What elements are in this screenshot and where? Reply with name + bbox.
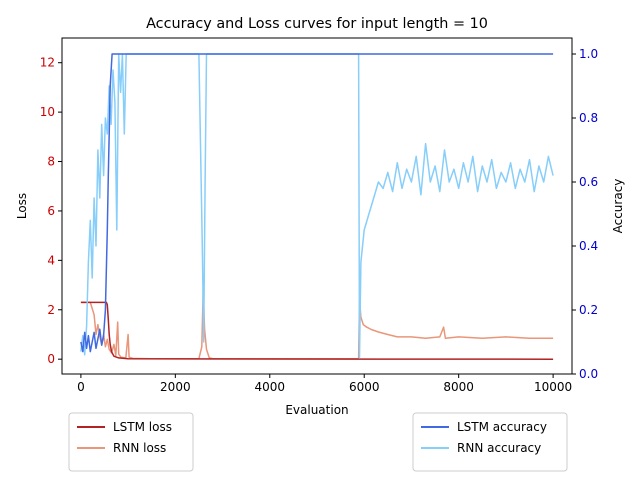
x-tick-label: 0 [77, 380, 85, 394]
x-tick-label: 4000 [255, 380, 286, 394]
y-right-tick-label: 0.0 [579, 367, 598, 381]
x-tick-label: 8000 [443, 380, 474, 394]
series-line-rnn-accuracy [80, 53, 554, 359]
legend-label-rnn-loss: RNN loss [113, 441, 166, 455]
series-line-lstm-loss [80, 301, 554, 360]
legend-label-lstm-loss: LSTM loss [113, 420, 172, 434]
y-left-tick-label: 8 [47, 155, 55, 169]
y-right-tick-label: 0.8 [579, 111, 598, 125]
y-right-tick-label: 1.0 [579, 47, 598, 61]
y-left-tick-label: 0 [47, 352, 55, 366]
x-axis-label: Evaluation [285, 403, 348, 417]
plot-frame [61, 37, 573, 375]
legend-box [412, 412, 568, 472]
y-axis-right: 0.0 0.2 0.4 0.6 0.8 1.0 [572, 47, 598, 381]
legend-right: LSTM accuracy RNN accuracy [412, 412, 568, 472]
series-layer [80, 53, 554, 360]
y-left-tick-label: 2 [47, 303, 55, 317]
series-line-rnn-loss [80, 289, 554, 360]
x-tick-label: 10000 [534, 380, 572, 394]
legend-label-lstm-accuracy: LSTM accuracy [457, 420, 547, 434]
y-axis-left-label: Loss [15, 193, 29, 219]
x-tick-label: 6000 [349, 380, 380, 394]
y-left-tick-label: 6 [47, 204, 55, 218]
x-axis: 0 2000 4000 6000 8000 10000 [77, 374, 572, 394]
y-right-tick-label: 0.6 [579, 175, 598, 189]
y-right-tick-label: 0.4 [579, 239, 598, 253]
y-right-tick-label: 0.2 [579, 303, 598, 317]
y-left-tick-label: 10 [40, 105, 55, 119]
x-tick-label: 2000 [160, 380, 191, 394]
legend-left: LSTM loss RNN loss [68, 412, 194, 472]
y-left-tick-label: 12 [40, 56, 55, 70]
y-axis-right-label: Accuracy [611, 179, 625, 234]
y-axis-left: 0 2 4 6 8 10 12 [40, 56, 62, 366]
series-line-lstm-accuracy [80, 53, 554, 353]
legend-label-rnn-accuracy: RNN accuracy [457, 441, 541, 455]
chart-title: Accuracy and Loss curves for input lengt… [146, 16, 488, 32]
y-left-tick-label: 4 [47, 253, 55, 267]
